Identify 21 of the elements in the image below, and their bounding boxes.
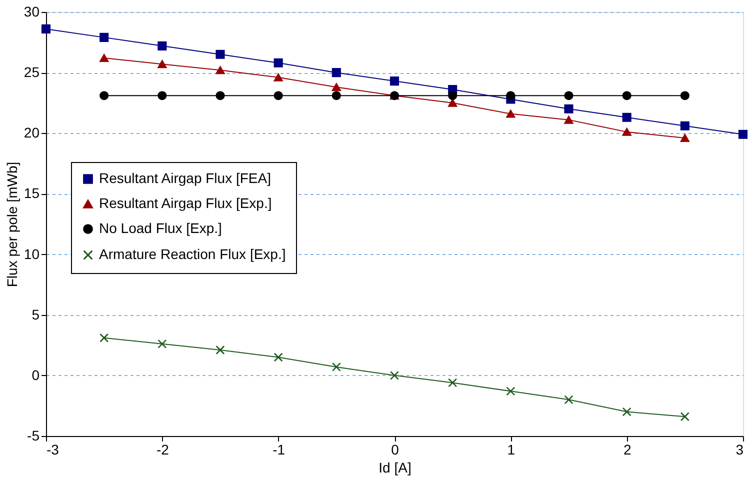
x-tick-label: 3 [736,442,744,458]
x-tick-label: -2 [156,442,170,458]
x-tick-label: -3 [46,442,60,458]
x-axis-title: Id [A] [378,460,412,476]
legend-label: Resultant Airgap Flux [FEA] [99,170,271,186]
y-tick-label: 30 [24,4,40,20]
y-tick-label: 10 [24,246,40,262]
x-tick-label: 2 [623,442,632,458]
legend-label: Resultant Airgap Flux [Exp.] [99,195,272,211]
y-tick-label: 0 [32,366,40,383]
x-tick-label: 0 [391,442,400,458]
y-tick-label: 25 [24,64,40,80]
x-tick-label: -1 [272,442,286,458]
y-tick-label: 15 [24,185,40,202]
legend-label: Armature Reaction Flux [Exp.] [99,246,286,262]
y-axis-title: Flux per pole [mWb] [4,162,20,288]
x-tick-label: 1 [507,442,516,458]
y-tick-label: 20 [24,124,40,141]
y-tick-label: 5 [32,306,40,322]
y-tick-label: -5 [27,428,40,444]
legend-label: No Load Flux [Exp.] [99,220,222,236]
